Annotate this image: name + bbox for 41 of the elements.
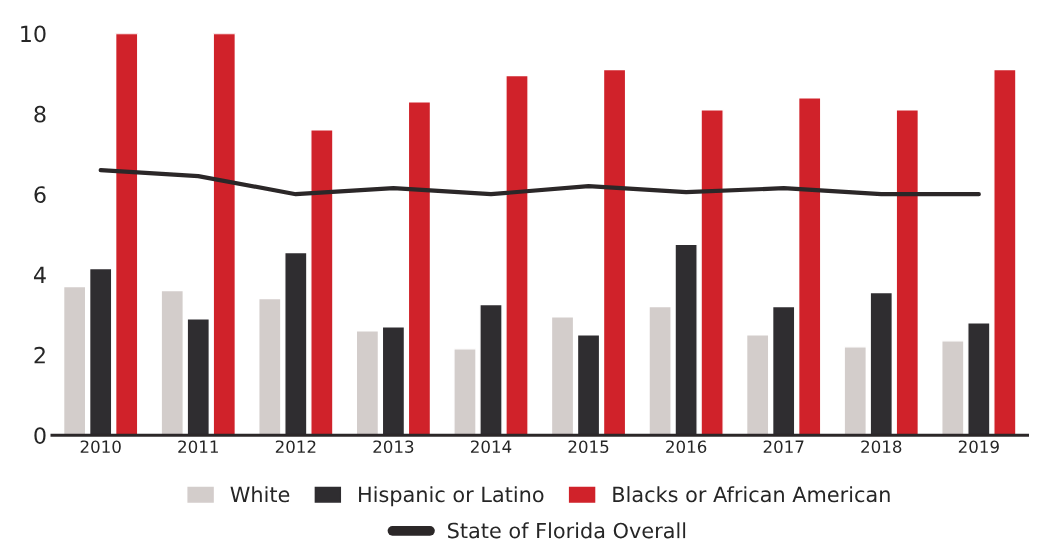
bar xyxy=(212,33,237,436)
bar xyxy=(114,33,139,436)
x-tick-label: 2019 xyxy=(958,440,999,453)
y-tick-label: 4 xyxy=(33,266,46,283)
bar xyxy=(355,330,380,436)
y-tick-label: 0 xyxy=(34,427,46,444)
bar xyxy=(62,285,87,436)
bar xyxy=(407,101,432,436)
x-tick-label: 2016 xyxy=(666,440,707,453)
legend-label: Blacks or African American xyxy=(613,486,890,503)
bar xyxy=(843,346,867,436)
x-tick-label: 2014 xyxy=(470,440,512,453)
x-tick-label: 2011 xyxy=(178,440,218,453)
y-tick-label: 2 xyxy=(34,346,45,364)
x-tick-label: 2017 xyxy=(763,440,804,453)
legend-label: Hispanic or Latino xyxy=(359,486,544,507)
bar xyxy=(453,348,477,436)
bar xyxy=(797,97,822,436)
bar xyxy=(895,109,920,436)
bar xyxy=(310,129,334,436)
bar xyxy=(941,340,965,436)
x-tick-label: 2013 xyxy=(373,440,414,453)
y-tick-label: 8 xyxy=(34,105,46,123)
legend-label: White xyxy=(230,486,290,503)
bar xyxy=(648,305,672,436)
bar xyxy=(505,74,529,436)
bar xyxy=(745,334,770,436)
x-tick-label: 2012 xyxy=(275,440,316,453)
line-series xyxy=(98,167,981,197)
bar xyxy=(602,68,627,436)
bar xyxy=(160,289,184,436)
x-tick-label: 2015 xyxy=(568,440,609,453)
bar xyxy=(258,297,282,436)
x-tick-label: 2018 xyxy=(861,440,902,453)
bar xyxy=(550,316,575,436)
bar xyxy=(700,109,724,436)
y-tick-label: 10 xyxy=(21,25,46,43)
y-tick-label: 6 xyxy=(34,186,46,203)
legend-label: State of Florida Overall xyxy=(448,522,686,539)
bar xyxy=(993,68,1017,436)
x-tick-label: 2010 xyxy=(80,440,121,453)
